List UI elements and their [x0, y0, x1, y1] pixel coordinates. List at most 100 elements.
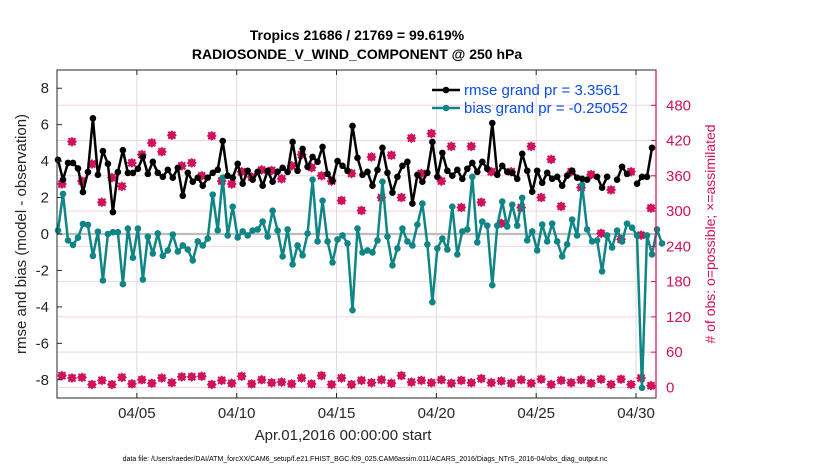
rmse-point — [279, 164, 286, 172]
rmse-point — [503, 168, 511, 176]
obs-assimilated-marker — [596, 374, 607, 385]
rmse-point — [449, 172, 456, 179]
rmse-point — [104, 160, 112, 168]
bias-point — [304, 230, 311, 237]
bias-point — [469, 173, 476, 181]
bias-point — [109, 228, 117, 236]
bias-point — [394, 245, 401, 252]
obs-possible-marker — [386, 150, 397, 161]
rmse-point — [399, 162, 406, 170]
bias-point — [134, 225, 142, 232]
obs-assimilated-marker — [196, 371, 207, 382]
bias-point — [379, 178, 386, 186]
bias-point — [114, 228, 122, 236]
obs-assimilated-marker — [536, 374, 547, 385]
obs-assimilated-marker — [116, 372, 127, 383]
obs-possible-marker — [396, 192, 407, 203]
bias-point — [498, 198, 506, 205]
bias-point — [573, 232, 581, 239]
rmse-point — [394, 173, 401, 181]
bias-point — [64, 237, 72, 244]
obs-possible-marker — [156, 146, 167, 157]
chart-title-line1: Tropics 21686 / 21769 = 99.619% — [250, 27, 465, 43]
obs-assimilated-marker — [366, 377, 377, 388]
rmse-point — [498, 162, 506, 170]
bias-point — [473, 239, 481, 246]
bias-point — [593, 237, 601, 244]
rmse-point — [339, 162, 346, 170]
rmse-point — [109, 208, 117, 216]
bias-point — [508, 201, 516, 208]
bias-point — [389, 262, 396, 269]
obs-assimilated-marker — [296, 373, 307, 384]
rmse-point — [523, 167, 531, 175]
tick-label-right: 180 — [666, 274, 691, 291]
obs-assimilated-marker — [446, 378, 457, 389]
bias-point — [149, 250, 157, 257]
rmse-point — [69, 159, 77, 167]
data-file-footnote: data file: /Users/raeder/DAI/ATM_forcXX/… — [123, 456, 608, 463]
tick-label-left: 4 — [41, 153, 49, 170]
obs-assimilated-marker — [286, 378, 297, 389]
rmse-point — [538, 179, 546, 187]
rmse-point — [169, 174, 177, 181]
bias-point — [194, 238, 202, 245]
obs-possible-marker — [186, 157, 197, 168]
bias-point — [374, 237, 381, 244]
obs-assimilated-marker — [426, 377, 437, 388]
bias-point — [219, 174, 227, 181]
obs-assimilated-marker — [266, 377, 277, 388]
rmse-point — [548, 175, 556, 183]
rmse-point — [473, 168, 481, 176]
rmse-point — [74, 165, 82, 172]
rmse-point — [334, 157, 341, 165]
obs-possible-marker — [116, 181, 127, 192]
bias-point — [244, 232, 251, 239]
obs-assimilated-marker — [136, 374, 147, 385]
rmse-point — [469, 159, 476, 167]
rmse-point — [563, 172, 571, 179]
obs-assimilated-marker — [276, 377, 287, 388]
rmse-point — [508, 169, 516, 177]
bias-point — [578, 181, 586, 189]
obs-possible-marker — [166, 130, 177, 141]
bias-point — [648, 251, 656, 258]
tick-label-x: 04/25 — [517, 405, 555, 422]
bias-point — [84, 221, 92, 229]
obs-assimilated-marker — [376, 374, 387, 385]
bias-point — [369, 249, 376, 256]
bias-point — [424, 241, 431, 248]
bias-point — [399, 225, 406, 232]
obs-assimilated-marker — [86, 379, 97, 390]
rmse-point — [389, 189, 396, 196]
bias-point — [209, 191, 217, 198]
rmse-point — [319, 143, 326, 151]
obs-assimilated-marker — [406, 377, 417, 388]
bias-point — [538, 221, 546, 228]
bias-point — [169, 231, 177, 238]
bias-point — [364, 247, 371, 254]
obs-assimilated-marker — [126, 378, 137, 389]
obs-assimilated-marker — [216, 375, 227, 386]
rmse-point — [543, 169, 551, 177]
rmse-point — [518, 150, 526, 158]
bias-point — [129, 254, 137, 261]
rmse-point — [144, 170, 152, 178]
bias-point — [558, 253, 566, 260]
bias-point — [334, 236, 341, 243]
tick-label-left: 8 — [41, 80, 49, 97]
tick-label-x: 04/20 — [418, 405, 456, 422]
rmse-point — [229, 174, 237, 181]
obs-assimilated-marker — [306, 378, 317, 389]
bias-point — [643, 232, 651, 239]
rmse-point — [304, 163, 311, 171]
rmse-point — [643, 173, 651, 181]
bias-point — [339, 232, 346, 239]
legend-rmse-marker — [442, 86, 450, 94]
bias-point — [139, 276, 147, 283]
bias-point — [329, 259, 336, 266]
rmse-point — [209, 169, 217, 177]
rmse-point — [254, 168, 261, 176]
rmse-point — [573, 174, 581, 181]
bias-point — [294, 242, 301, 249]
